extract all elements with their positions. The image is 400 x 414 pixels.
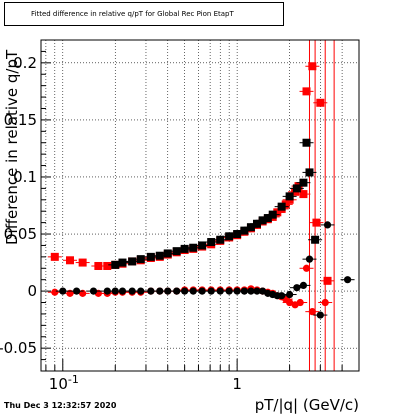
data-point-circle [343, 276, 352, 284]
data-point-square [246, 223, 255, 232]
data-point-circle [128, 287, 136, 295]
data-point-circle [308, 308, 316, 316]
y-tick-label: 0 [27, 282, 37, 300]
data-point-square [281, 200, 290, 209]
data-point-square [253, 219, 262, 228]
x-tick-label: 1 [232, 375, 242, 393]
y-tick-label: 0.05 [4, 225, 37, 243]
data-point-square [258, 216, 267, 225]
data-point-square [50, 252, 59, 261]
chart-title-box: Fitted difference in relative q/pT for G… [4, 2, 284, 26]
x-tick-label-exponent: -1 [68, 373, 79, 386]
data-point-square [302, 87, 311, 96]
data-point-circle [198, 287, 206, 295]
data-point-square [128, 257, 137, 266]
data-point-square [136, 255, 145, 264]
data-point-square [198, 241, 207, 250]
data-point-square [273, 208, 282, 217]
data-point-square [311, 235, 320, 244]
data-marks [47, 62, 355, 319]
data-point-circle [111, 287, 119, 295]
data-point-circle [137, 287, 145, 295]
data-point-circle [89, 287, 98, 295]
data-point-circle [302, 264, 311, 272]
data-point-square [268, 210, 277, 219]
data-point-square [308, 62, 317, 71]
y-tick-label: -0.05 [0, 339, 37, 357]
timestamp-footer: Thu Dec 3 12:32:57 2020 [4, 401, 117, 410]
plot-frame [40, 39, 360, 372]
data-point-circle [316, 311, 324, 319]
data-point-square [263, 214, 272, 223]
data-point-square [302, 138, 311, 147]
data-point-square [225, 232, 234, 241]
data-point-circle [299, 281, 308, 289]
data-point-square [155, 251, 164, 260]
data-point-circle [103, 287, 111, 295]
data-point-circle [323, 221, 332, 229]
data-point-circle [216, 287, 224, 295]
data-point-square [305, 168, 314, 177]
grid-lines [41, 40, 360, 371]
data-point-circle [286, 290, 294, 299]
data-point-circle [51, 288, 59, 296]
data-point-square [172, 247, 181, 256]
y-tick-label: 0.1 [13, 168, 37, 186]
vertical-lines [308, 40, 335, 371]
data-point-circle [156, 287, 164, 295]
data-point-circle [118, 287, 127, 295]
data-point-square [111, 260, 120, 269]
data-point-circle [181, 287, 189, 295]
data-point-circle [233, 287, 241, 295]
data-point-circle [321, 298, 329, 307]
data-point-circle [225, 287, 233, 295]
data-point-circle [72, 287, 81, 295]
data-point-square [277, 202, 286, 211]
data-point-circle [296, 298, 304, 307]
data-point-square [312, 218, 321, 227]
data-point-circle [278, 292, 286, 300]
data-point-square [180, 244, 189, 253]
data-point-circle [147, 287, 155, 295]
axis-ticks: 10-1 1 -0.05 0 0.05 0.1 0.15 0.2 [0, 39, 360, 393]
data-point-square [323, 276, 332, 285]
y-axis-label: Difference in relative q/pT [3, 49, 21, 245]
data-point-square [299, 190, 308, 199]
data-point-square [94, 261, 103, 270]
data-point-square [118, 258, 127, 267]
data-point-square [103, 261, 112, 270]
data-point-square [78, 258, 87, 267]
data-point-circle [305, 255, 314, 263]
data-point-square [163, 249, 172, 258]
data-point-square [316, 98, 325, 107]
data-point-square [146, 252, 155, 261]
data-point-circle [164, 287, 172, 295]
data-point-square [233, 230, 242, 239]
y-tick-label: 0.15 [4, 111, 37, 129]
data-point-square [285, 192, 294, 201]
data-point-circle [189, 287, 197, 295]
data-point-circle [59, 287, 67, 295]
data-point-circle [173, 287, 181, 295]
x-axis-label: pT/|q| (GeV/c) [255, 396, 359, 414]
data-point-square [189, 243, 198, 252]
y-tick-label: 0.2 [13, 54, 37, 72]
x-tick-label: 10-1 [49, 373, 79, 393]
data-point-square [66, 256, 75, 265]
chart-title: Fitted difference in relative q/pT for G… [31, 10, 234, 18]
data-point-square [240, 226, 249, 235]
data-point-square [299, 178, 308, 187]
data-point-square [216, 235, 225, 244]
data-point-square [207, 238, 216, 247]
data-point-square [292, 184, 301, 193]
data-point-circle [207, 287, 215, 295]
